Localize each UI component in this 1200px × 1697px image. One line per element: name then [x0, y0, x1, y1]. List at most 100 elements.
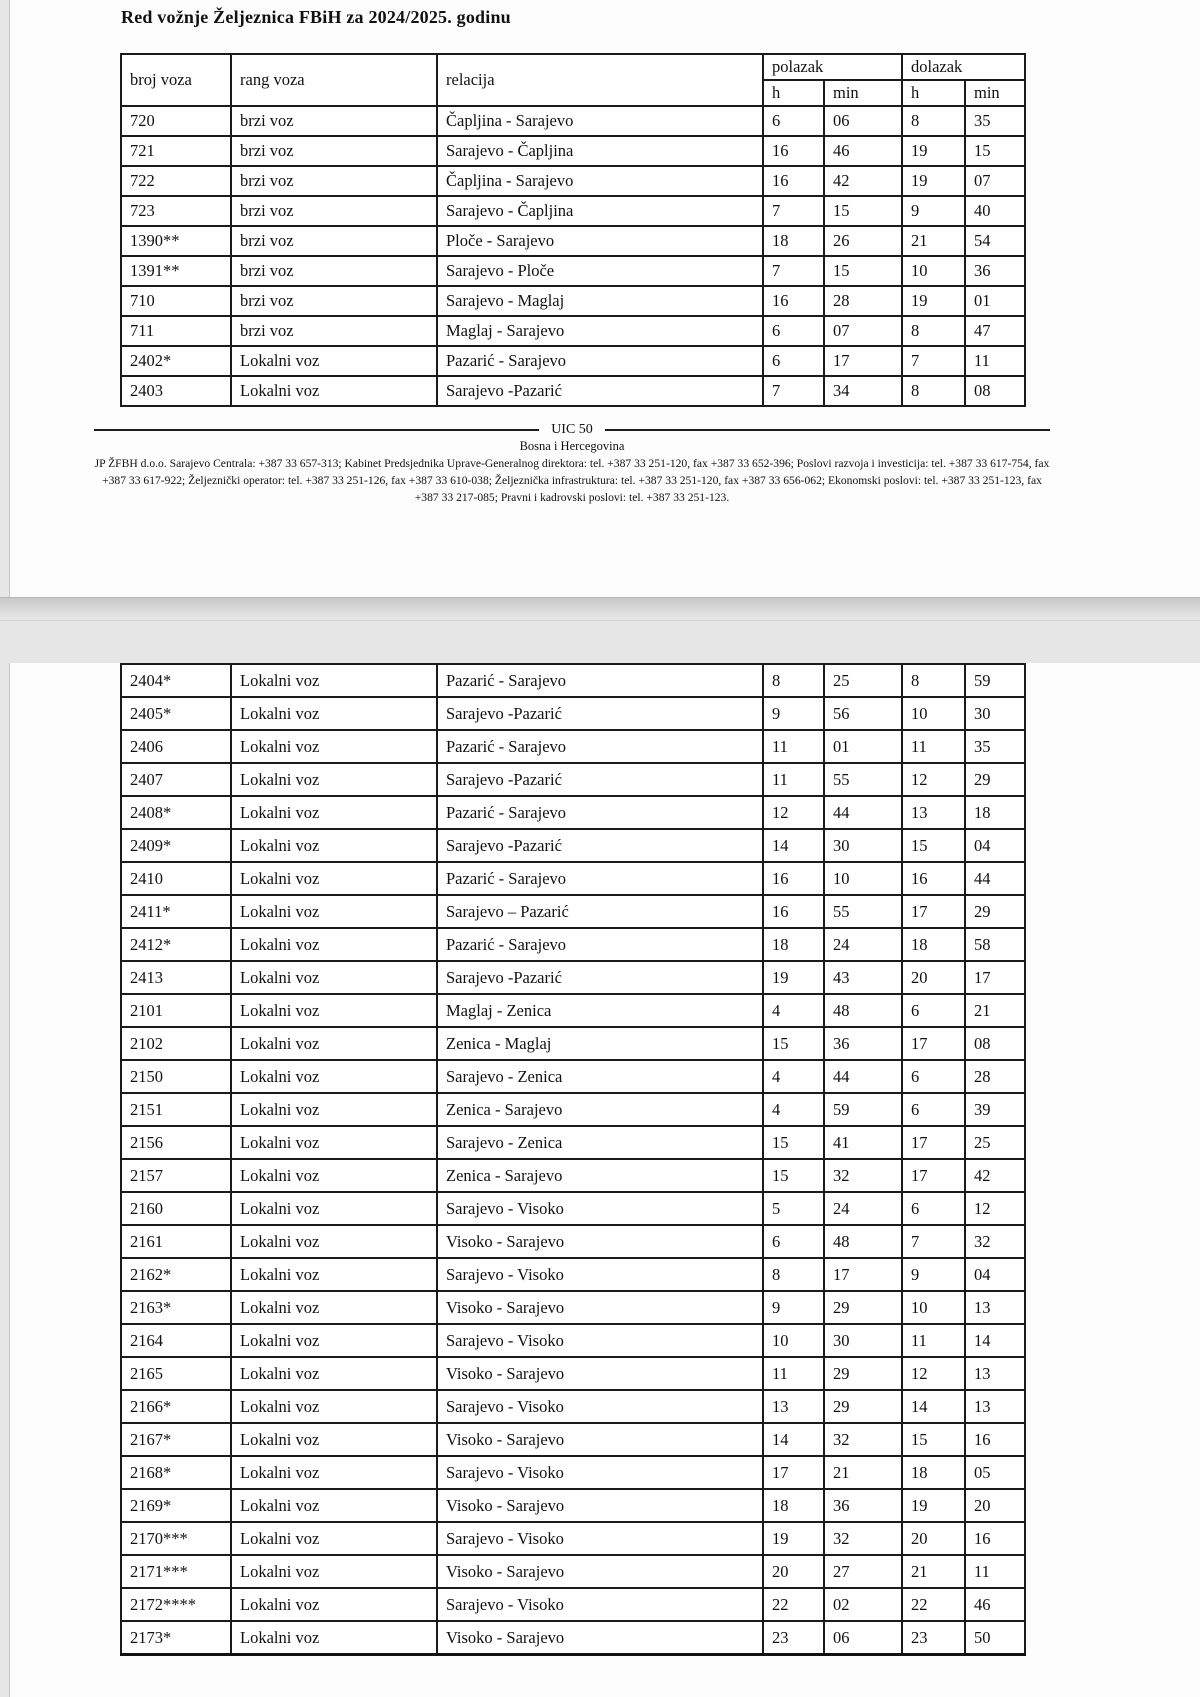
- cell-dolazak-h: 8: [901, 375, 966, 407]
- cell-dolazak-min: 20: [964, 1488, 1026, 1523]
- cell-rang-voza: Lokalni voz: [230, 1356, 438, 1391]
- cell-rang-voza: brzi voz: [230, 105, 438, 137]
- cell-rang-voza: Lokalni voz: [230, 729, 438, 764]
- cell-polazak-min: 24: [823, 1191, 903, 1226]
- rule-line-left: [94, 428, 540, 432]
- cell-dolazak-min: 13: [964, 1290, 1026, 1325]
- cell-polazak-min: 30: [823, 828, 903, 863]
- timetable-page-1: broj voza rang voza relacija polazak dol…: [120, 53, 1026, 407]
- table-row: 2402* Lokalni voz Pazarić - Sarajevo 6 1…: [120, 345, 1026, 377]
- cell-polazak-min: 28: [823, 285, 903, 317]
- table-row: 2404* Lokalni voz Pazarić - Sarajevo 8 2…: [120, 663, 1026, 698]
- cell-broj-voza: 2168*: [120, 1455, 232, 1490]
- cell-dolazak-h: 18: [901, 927, 966, 962]
- table-row: 2410 Lokalni voz Pazarić - Sarajevo 16 1…: [120, 861, 1026, 896]
- table-row: 2405* Lokalni voz Sarajevo -Pazarić 9 56…: [120, 696, 1026, 731]
- cell-polazak-min: 48: [823, 993, 903, 1028]
- header-polazak: polazak: [762, 53, 903, 81]
- cell-polazak-min: 24: [823, 927, 903, 962]
- table-row: 2161 Lokalni voz Visoko - Sarajevo 6 48 …: [120, 1224, 1026, 1259]
- cell-dolazak-h: 7: [901, 345, 966, 377]
- cell-relacija: Visoko - Sarajevo: [436, 1488, 764, 1523]
- cell-dolazak-h: 19: [901, 285, 966, 317]
- cell-polazak-h: 19: [762, 1521, 825, 1556]
- cell-dolazak-min: 18: [964, 795, 1026, 830]
- cell-polazak-min: 36: [823, 1026, 903, 1061]
- cell-broj-voza: 2407: [120, 762, 232, 797]
- cell-rang-voza: brzi voz: [230, 225, 438, 257]
- cell-broj-voza: 711: [120, 315, 232, 347]
- table-row: 720 brzi voz Čapljina - Sarajevo 6 06 8 …: [120, 105, 1026, 137]
- cell-dolazak-min: 28: [964, 1059, 1026, 1094]
- cell-polazak-min: 55: [823, 894, 903, 929]
- cell-dolazak-min: 58: [964, 927, 1026, 962]
- cell-dolazak-h: 11: [901, 1323, 966, 1358]
- cell-dolazak-min: 14: [964, 1323, 1026, 1358]
- table-row: 2407 Lokalni voz Sarajevo -Pazarić 11 55…: [120, 762, 1026, 797]
- cell-broj-voza: 2163*: [120, 1290, 232, 1325]
- cell-relacija: Čapljina - Sarajevo: [436, 105, 764, 137]
- cell-polazak-min: 59: [823, 1092, 903, 1127]
- cell-broj-voza: 2408*: [120, 795, 232, 830]
- cell-relacija: Visoko - Sarajevo: [436, 1356, 764, 1391]
- cell-rang-voza: Lokalni voz: [230, 1158, 438, 1193]
- cell-broj-voza: 2161: [120, 1224, 232, 1259]
- cell-rang-voza: brzi voz: [230, 255, 438, 287]
- cell-broj-voza: 2171***: [120, 1554, 232, 1589]
- cell-dolazak-h: 10: [901, 1290, 966, 1325]
- cell-dolazak-h: 11: [901, 729, 966, 764]
- table-row: 2411* Lokalni voz Sarajevo – Pazarić 16 …: [120, 894, 1026, 929]
- table-row: 2162* Lokalni voz Sarajevo - Visoko 8 17…: [120, 1257, 1026, 1292]
- cell-broj-voza: 2413: [120, 960, 232, 995]
- cell-dolazak-min: 04: [964, 828, 1026, 863]
- cell-polazak-min: 25: [823, 663, 903, 698]
- cell-polazak-min: 42: [823, 165, 903, 197]
- cell-relacija: Pazarić - Sarajevo: [436, 345, 764, 377]
- cell-relacija: Sarajevo -Pazarić: [436, 375, 764, 407]
- cell-rang-voza: Lokalni voz: [230, 927, 438, 962]
- cell-broj-voza: 2167*: [120, 1422, 232, 1457]
- table-row: 2160 Lokalni voz Sarajevo - Visoko 5 24 …: [120, 1191, 1026, 1226]
- page-footer: UIC 50 Bosna i Hercegovina JP ŽFBH d.o.o…: [94, 422, 1050, 506]
- cell-polazak-min: 41: [823, 1125, 903, 1160]
- cell-broj-voza: 2156: [120, 1125, 232, 1160]
- cell-rang-voza: Lokalni voz: [230, 993, 438, 1028]
- cell-polazak-h: 22: [762, 1587, 825, 1622]
- cell-broj-voza: 2151: [120, 1092, 232, 1127]
- cell-dolazak-h: 8: [901, 105, 966, 137]
- cell-relacija: Pazarić - Sarajevo: [436, 927, 764, 962]
- cell-polazak-h: 16: [762, 894, 825, 929]
- page-gap: [0, 597, 1200, 621]
- cell-broj-voza: 2403: [120, 375, 232, 407]
- cell-broj-voza: 720: [120, 105, 232, 137]
- cell-dolazak-h: 6: [901, 1092, 966, 1127]
- cell-relacija: Sarajevo - Visoko: [436, 1455, 764, 1490]
- cell-polazak-h: 13: [762, 1389, 825, 1424]
- table-row: 710 brzi voz Sarajevo - Maglaj 16 28 19 …: [120, 285, 1026, 317]
- cell-polazak-h: 7: [762, 255, 825, 287]
- cell-dolazak-min: 50: [964, 1620, 1026, 1656]
- table-row: 2413 Lokalni voz Sarajevo -Pazarić 19 43…: [120, 960, 1026, 995]
- cell-polazak-h: 9: [762, 696, 825, 731]
- cell-dolazak-h: 17: [901, 1158, 966, 1193]
- cell-dolazak-min: 21: [964, 993, 1026, 1028]
- contact-info: JP ŽFBH d.o.o. Sarajevo Centrala: +387 3…: [94, 457, 1050, 504]
- cell-broj-voza: 2101: [120, 993, 232, 1028]
- cell-relacija: Sarajevo - Visoko: [436, 1587, 764, 1622]
- cell-broj-voza: 723: [120, 195, 232, 227]
- cell-polazak-h: 6: [762, 345, 825, 377]
- table-row: 2163* Lokalni voz Visoko - Sarajevo 9 29…: [120, 1290, 1026, 1325]
- cell-broj-voza: 2411*: [120, 894, 232, 929]
- cell-polazak-min: 46: [823, 135, 903, 167]
- cell-dolazak-min: 30: [964, 696, 1026, 731]
- cell-relacija: Visoko - Sarajevo: [436, 1554, 764, 1589]
- cell-polazak-h: 6: [762, 105, 825, 137]
- table-row: 2102 Lokalni voz Zenica - Maglaj 15 36 1…: [120, 1026, 1026, 1061]
- cell-polazak-min: 06: [823, 1620, 903, 1656]
- cell-polazak-h: 4: [762, 1059, 825, 1094]
- cell-broj-voza: 2412*: [120, 927, 232, 962]
- header-dolazak-h: h: [901, 79, 966, 107]
- cell-dolazak-min: 13: [964, 1389, 1026, 1424]
- cell-dolazak-min: 54: [964, 225, 1026, 257]
- cell-rang-voza: Lokalni voz: [230, 375, 438, 407]
